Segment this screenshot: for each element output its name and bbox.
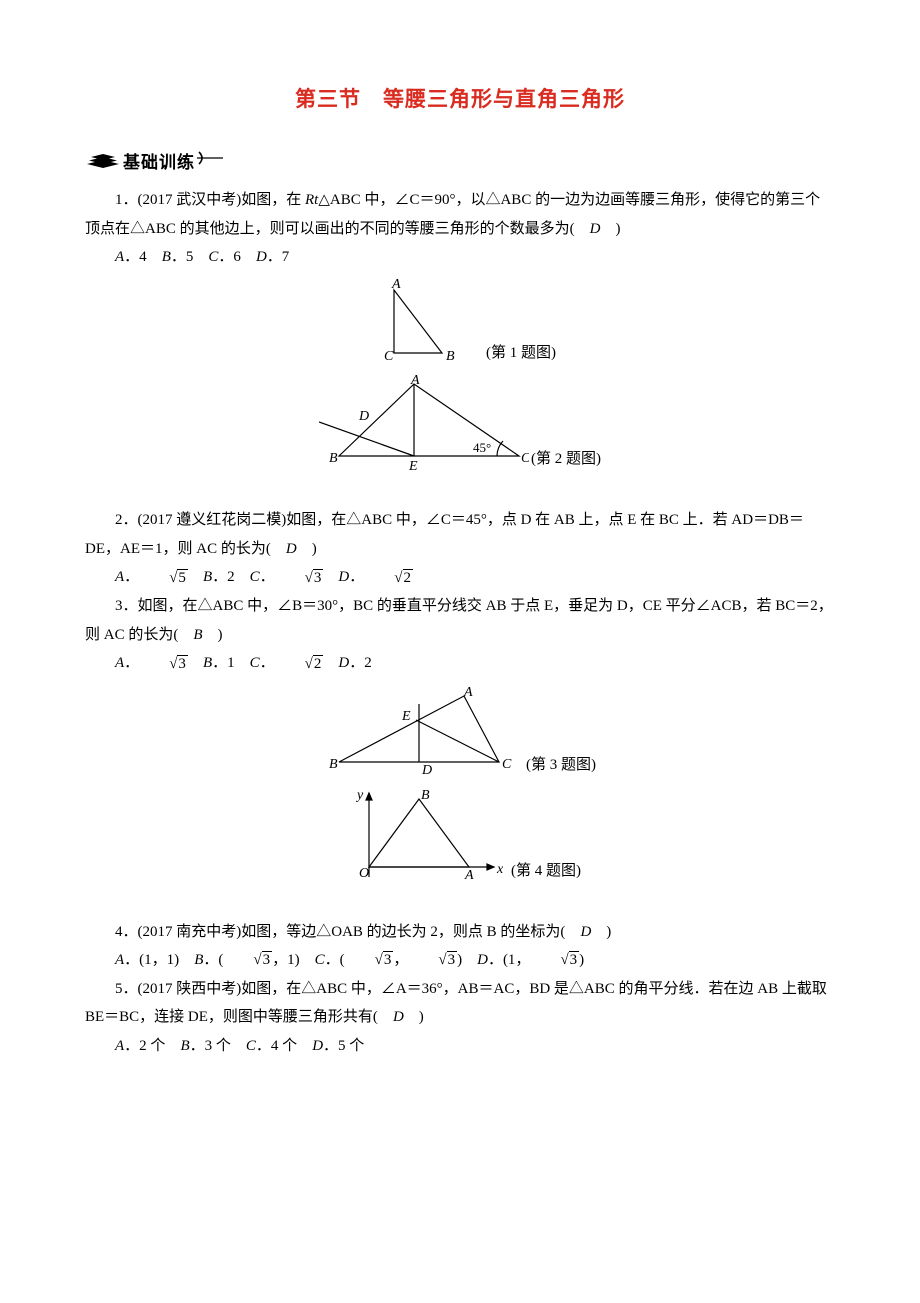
q1-figure: A C B (第 1 题图) xyxy=(85,278,835,368)
q2B-v: ．2 xyxy=(212,569,235,585)
q4-t: 4．(2017 南充中考)如图，等边△OAB 的边长为 2，则点 B 的坐标为( xyxy=(115,924,565,940)
q4-options: A．(1，1) B．(√3，1) C．(√3，√3) D．(1，√3) xyxy=(85,946,835,975)
q1-optB: ．5 xyxy=(171,249,194,265)
q3B-l: B xyxy=(203,655,212,671)
sqrt3f-icon: √3 xyxy=(530,946,579,975)
q2-t: 2．(2017 遵义红花岗二模)如图，在△ABC 中，∠C＝45°，点 D 在 … xyxy=(85,512,804,557)
q5-answer: D xyxy=(393,1009,404,1025)
sqrt3d-icon: √3 xyxy=(345,946,394,975)
sqrt3e-icon: √3 xyxy=(408,946,457,975)
q5-close: ) xyxy=(419,1009,424,1025)
svg-text:B: B xyxy=(329,451,338,466)
svg-text:C: C xyxy=(502,757,512,772)
sqrt5-icon: √5 xyxy=(139,564,188,593)
sqrt2b-icon: √2 xyxy=(275,650,324,679)
svg-text:D: D xyxy=(421,763,432,778)
q5-stem: 5．(2017 陕西中考)如图，在△ABC 中，∠A＝36°，AB＝AC，BD … xyxy=(85,975,835,1032)
q2-caption: (第 2 题图) xyxy=(531,445,601,474)
q2-answer: D xyxy=(286,541,297,557)
section-header: 基础训练 xyxy=(85,146,835,181)
q1-optC-l: C xyxy=(208,249,218,265)
svg-text:C: C xyxy=(521,451,529,466)
q2A-l: A xyxy=(115,569,124,585)
q1-optA-l: A xyxy=(115,249,124,265)
svg-text:A: A xyxy=(410,374,420,388)
q3-answer: B xyxy=(193,627,202,643)
svg-text:E: E xyxy=(408,459,418,474)
sqrt3b-icon: √3 xyxy=(139,650,188,679)
q4-caption: (第 4 题图) xyxy=(511,857,581,886)
q4A-v: ．(1，1) xyxy=(124,952,179,968)
rt-italic: Rt xyxy=(305,192,318,208)
q5D-l: D xyxy=(312,1038,323,1054)
q1-t1: 1．(2017 武汉中考)如图，在 xyxy=(115,192,305,208)
sqrt3-icon: √3 xyxy=(275,564,324,593)
bracket-icon xyxy=(195,148,225,179)
q5D: ．5 个 xyxy=(323,1038,364,1054)
q4C-l: C xyxy=(315,952,325,968)
q1-optA: ．4 xyxy=(124,249,147,265)
q4D-l: D xyxy=(477,952,488,968)
q3B-v: ．1 xyxy=(212,655,235,671)
q1-answer: D xyxy=(590,221,601,237)
q1-optD-l: D xyxy=(256,249,267,265)
section-header-text: 基础训练 xyxy=(123,147,195,179)
svg-text:C: C xyxy=(384,349,394,364)
q5C-l: C xyxy=(246,1038,256,1054)
svg-text:B: B xyxy=(446,349,455,364)
q4-close: ) xyxy=(606,924,611,940)
q5A-l: A xyxy=(115,1038,124,1054)
q2B-l: B xyxy=(203,569,212,585)
svg-text:B: B xyxy=(329,757,338,772)
q4-figure: O A B x y (第 4 题图) xyxy=(85,785,835,885)
q2-options: A．√5 B．2 C．√3 D．√2 xyxy=(85,563,835,592)
q3-figure: A B C D E (第 3 题图) xyxy=(85,684,835,779)
q1-close: ) xyxy=(615,221,620,237)
q3D-l: D xyxy=(338,655,349,671)
q2-stem: 2．(2017 遵义红花岗二模)如图，在△ABC 中，∠C＝45°，点 D 在 … xyxy=(85,506,835,563)
q5-t: 5．(2017 陕西中考)如图，在△ABC 中，∠A＝36°，AB＝AC，BD … xyxy=(85,981,827,1026)
q4-stem: 4．(2017 南充中考)如图，等边△OAB 的边长为 2，则点 B 的坐标为(… xyxy=(85,918,835,947)
svg-text:y: y xyxy=(355,788,364,803)
sqrt3c-icon: √3 xyxy=(223,946,272,975)
q4B-l: B xyxy=(194,952,203,968)
q5-options: A．2 个 B．3 个 C．4 个 D．5 个 xyxy=(85,1032,835,1061)
q4A-l: A xyxy=(115,952,124,968)
q2-close: ) xyxy=(312,541,317,557)
q3C-l: C xyxy=(250,655,260,671)
q5B-l: B xyxy=(180,1038,189,1054)
book-stack-icon xyxy=(85,146,121,181)
q4-answer: D xyxy=(580,924,591,940)
q1-optC: ．6 xyxy=(218,249,241,265)
svg-text:D: D xyxy=(358,409,369,424)
svg-text:B: B xyxy=(421,788,430,803)
q1-options: A．4 B．5 C．6 D．7 xyxy=(85,243,835,272)
q1-optB-l: B xyxy=(162,249,171,265)
svg-text:A: A xyxy=(391,278,401,292)
q5C: ．4 个 xyxy=(256,1038,297,1054)
q1-caption: (第 1 题图) xyxy=(486,339,556,368)
q1-optD: ．7 xyxy=(267,249,290,265)
q2C-l: C xyxy=(250,569,260,585)
svg-text:O: O xyxy=(359,866,369,881)
q3-caption: (第 3 题图) xyxy=(526,751,596,780)
svg-text:45°: 45° xyxy=(473,440,491,455)
q3-close: ) xyxy=(218,627,223,643)
q2D-l: D xyxy=(338,569,349,585)
q1-stem: 1．(2017 武汉中考)如图，在 Rt△ABC 中，∠C＝90°，以△ABC … xyxy=(85,186,835,243)
svg-text:x: x xyxy=(496,862,504,877)
q3-stem: 3．如图，在△ABC 中，∠B＝30°，BC 的垂直平分线交 AB 于点 E，垂… xyxy=(85,592,835,649)
svg-text:A: A xyxy=(463,685,473,700)
q3A-l: A xyxy=(115,655,124,671)
sqrt2-icon: √2 xyxy=(364,564,413,593)
svg-text:A: A xyxy=(464,868,474,883)
q5A: ．2 个 xyxy=(124,1038,165,1054)
q2-figure: A B C D E 45° (第 2 题图) xyxy=(85,374,835,474)
q3-options: A．√3 B．1 C．√2 D．2 xyxy=(85,649,835,678)
q5B: ．3 个 xyxy=(190,1038,231,1054)
q3D-v: ．2 xyxy=(349,655,372,671)
page-title: 第三节 等腰三角形与直角三角形 xyxy=(85,80,835,120)
svg-text:E: E xyxy=(401,709,411,724)
